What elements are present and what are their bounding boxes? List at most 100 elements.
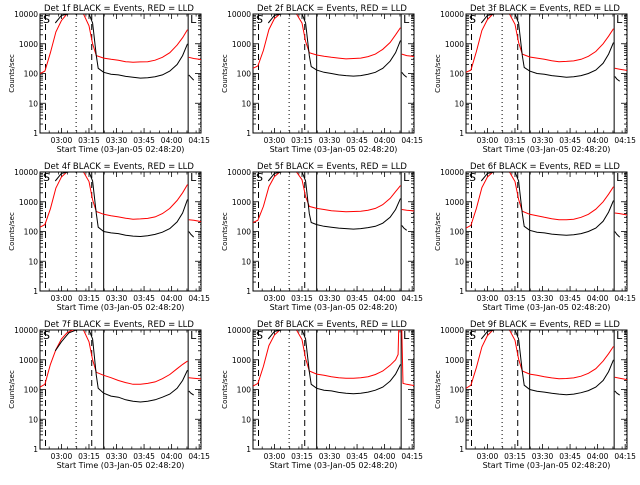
marker-letter-left: S — [43, 171, 50, 184]
plot-frame — [465, 13, 628, 134]
y-tick-label: 10000 — [440, 10, 464, 19]
y-tick-label: 100 — [237, 386, 252, 395]
y-tick-label: 100 — [450, 386, 465, 395]
x-tick-label: 03:45 — [346, 452, 368, 461]
marker-letter-right: L — [403, 171, 410, 184]
y-tick-label: 100 — [24, 70, 39, 79]
x-tick-label: 03:30 — [532, 452, 554, 461]
y-tick-label: 100 — [24, 228, 39, 237]
x-axis-label: Start Time (03-Jan-05 02:48:20) — [270, 303, 398, 312]
x-tick-label: 04:15 — [401, 294, 423, 303]
x-tick-label: 03:30 — [106, 136, 128, 145]
x-tick-label: 03:00 — [477, 452, 499, 461]
marker-letter-left: S — [43, 13, 50, 26]
panel-title: Det 5f BLACK = Events, RED = LLD — [257, 162, 407, 172]
detector-panel: Det 7f BLACK = Events, RED = LLD 1 10 100 10… — [8, 320, 210, 470]
lld-line-post — [188, 377, 201, 380]
events-line-post — [614, 390, 620, 396]
detector-panel: Det 8f BLACK = Events, RED = LLD 1 10 100 10… — [221, 320, 423, 470]
y-tick-label: 10000 — [14, 10, 38, 19]
y-tick-label: 10 — [28, 257, 38, 266]
x-tick-label: 03:00 — [264, 452, 286, 461]
detector-panel: Det 4f BLACK = Events, RED = LLD 1 10 100 10… — [8, 162, 210, 312]
events-line — [267, 14, 401, 77]
events-line-post — [188, 231, 195, 238]
marker-letter-right: L — [616, 13, 623, 26]
y-tick-label: 10000 — [227, 326, 251, 335]
x-axis-label: Start Time (03-Jan-05 02:48:20) — [57, 145, 185, 154]
y-tick-label: 100 — [450, 70, 465, 79]
detector-panel: Det 6f BLACK = Events, RED = LLD 1 10 100 10… — [434, 162, 636, 312]
y-tick-label: 10 — [241, 415, 251, 424]
x-tick-label: 03:45 — [346, 136, 368, 145]
plot-frame — [39, 171, 202, 292]
y-tick-label: 10 — [454, 415, 464, 424]
marker-letter-left: S — [256, 171, 263, 184]
y-tick-label: 10 — [241, 99, 251, 108]
y-tick-label: 1000 — [19, 356, 38, 365]
lld-line-post — [188, 56, 201, 61]
x-tick-label: 03:00 — [477, 294, 499, 303]
y-tick-label: 1 — [33, 129, 38, 138]
events-line — [480, 14, 614, 78]
lld-line-post — [188, 219, 201, 223]
x-axis-label: Start Time (03-Jan-05 02:48:20) — [483, 145, 611, 154]
x-tick-label: 04:15 — [401, 452, 423, 461]
x-tick-label: 03:45 — [559, 136, 581, 145]
x-tick-label: 03:30 — [319, 294, 341, 303]
x-tick-label: 03:00 — [264, 136, 286, 145]
y-tick-label: 1000 — [445, 198, 464, 207]
y-tick-label: 1000 — [445, 40, 464, 49]
x-axis-label: Start Time (03-Jan-05 02:48:20) — [270, 461, 398, 470]
events-line-post — [614, 231, 621, 238]
x-tick-label: 03:45 — [133, 452, 155, 461]
lld-line — [40, 330, 188, 388]
y-tick-label: 1 — [33, 445, 38, 454]
x-tick-label: 03:45 — [133, 294, 155, 303]
marker-letter-right: L — [403, 13, 410, 26]
lld-line — [466, 172, 614, 229]
marker-letter-right: L — [190, 329, 197, 342]
marker-letter-right: L — [616, 329, 623, 342]
x-tick-label: 04:00 — [587, 294, 609, 303]
x-tick-label: 03:15 — [78, 136, 100, 145]
x-tick-label: 04:15 — [401, 136, 423, 145]
marker-letter-left: S — [469, 13, 476, 26]
detector-panel: Det 1f BLACK = Events, RED = LLD 1 10 100 10… — [8, 4, 210, 154]
y-axis-label: Counts/sec — [221, 54, 229, 93]
x-tick-label: 03:30 — [319, 452, 341, 461]
y-tick-label: 10 — [454, 99, 464, 108]
lld-line — [40, 172, 188, 228]
y-axis-label: Counts/sec — [8, 54, 16, 93]
x-tick-label: 04:15 — [188, 294, 210, 303]
events-line — [480, 172, 614, 236]
x-tick-label: 03:45 — [559, 294, 581, 303]
x-tick-label: 03:15 — [78, 294, 100, 303]
panel-title: Det 9f BLACK = Events, RED = LLD — [470, 320, 620, 330]
x-tick-label: 04:15 — [188, 136, 210, 145]
y-tick-label: 1 — [33, 287, 38, 296]
plot-frame — [465, 171, 628, 292]
y-tick-label: 100 — [237, 228, 252, 237]
x-tick-label: 03:00 — [477, 136, 499, 145]
x-tick-label: 04:00 — [587, 136, 609, 145]
x-tick-label: 03:45 — [346, 294, 368, 303]
plot-frame — [465, 329, 628, 450]
x-tick-label: 03:45 — [559, 452, 581, 461]
y-tick-label: 1000 — [232, 198, 251, 207]
x-axis-label: Start Time (03-Jan-05 02:48:20) — [57, 461, 185, 470]
x-tick-label: 04:15 — [614, 452, 636, 461]
y-tick-label: 1000 — [19, 40, 38, 49]
lld-line — [253, 14, 401, 69]
lld-line-post — [401, 330, 414, 387]
x-tick-label: 03:00 — [51, 452, 73, 461]
series-group — [466, 330, 627, 396]
y-tick-label: 10000 — [440, 168, 464, 177]
x-tick-label: 03:15 — [291, 294, 313, 303]
x-axis-label: Start Time (03-Jan-05 02:48:20) — [57, 303, 185, 312]
x-tick-label: 03:30 — [532, 136, 554, 145]
plot-frame — [39, 13, 202, 134]
y-axis-label: Counts/sec — [8, 212, 16, 251]
x-tick-label: 03:15 — [504, 452, 526, 461]
